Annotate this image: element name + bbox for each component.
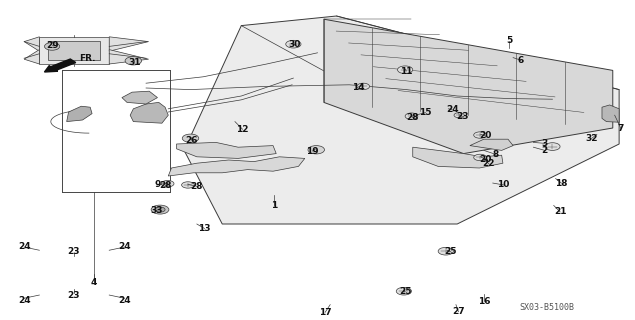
Circle shape [454,113,464,118]
Text: 12: 12 [236,125,249,134]
FancyArrow shape [44,59,76,72]
Polygon shape [177,142,276,158]
Text: 30: 30 [288,40,301,49]
Text: 17: 17 [319,308,331,317]
Text: 4: 4 [91,278,97,287]
Circle shape [151,205,169,214]
Text: 13: 13 [198,224,211,233]
Text: 24: 24 [18,296,30,305]
Circle shape [182,182,194,188]
Text: 32: 32 [585,134,598,143]
Text: 25: 25 [399,287,411,296]
Text: SX03-B5100B: SX03-B5100B [520,303,575,312]
Polygon shape [184,16,619,224]
Circle shape [545,143,560,150]
Text: 11: 11 [400,67,413,76]
Polygon shape [48,41,100,60]
Text: 18: 18 [555,179,568,188]
Text: 24: 24 [18,242,30,251]
Text: 29: 29 [46,41,59,50]
Polygon shape [470,139,513,150]
Polygon shape [39,37,109,64]
Text: 33: 33 [150,206,163,215]
Text: 27: 27 [452,307,465,316]
Text: 31: 31 [128,58,141,67]
Polygon shape [324,19,613,154]
Circle shape [474,154,486,161]
Text: 26: 26 [185,136,198,145]
Circle shape [155,207,165,212]
Polygon shape [130,102,168,123]
Circle shape [125,57,142,65]
Polygon shape [602,105,619,122]
Circle shape [396,287,411,295]
Text: 2: 2 [542,146,548,155]
Polygon shape [122,91,157,104]
Polygon shape [109,50,149,64]
Text: 3: 3 [542,139,548,148]
Text: 16: 16 [478,297,490,306]
Text: 19: 19 [306,147,319,156]
Circle shape [182,134,199,142]
Text: 5: 5 [506,36,512,45]
Text: 25: 25 [444,247,457,256]
Text: 28: 28 [159,181,171,190]
Text: 6: 6 [518,56,524,65]
Text: 20: 20 [479,131,491,140]
Text: 24: 24 [118,242,131,251]
Text: 20: 20 [479,155,491,164]
Text: 23: 23 [67,291,80,300]
Text: 23: 23 [456,112,469,121]
Polygon shape [168,157,305,176]
Circle shape [405,113,418,119]
Polygon shape [24,50,39,64]
Text: 24: 24 [118,296,131,305]
Polygon shape [413,147,503,168]
Circle shape [161,180,174,187]
Circle shape [438,247,453,255]
Text: FR.: FR. [79,54,96,63]
Polygon shape [109,37,149,51]
Text: 15: 15 [419,108,432,117]
Text: 1: 1 [271,201,277,210]
Text: 10: 10 [497,180,510,189]
Text: 28: 28 [190,182,203,191]
Polygon shape [67,106,92,122]
Text: 14: 14 [352,83,364,92]
Text: 23: 23 [67,247,80,256]
Text: 28: 28 [406,113,419,122]
Text: 9: 9 [154,180,161,189]
Circle shape [44,43,60,50]
Text: 8: 8 [492,150,498,159]
Circle shape [308,146,324,154]
Circle shape [474,132,486,138]
Text: 22: 22 [483,159,495,168]
Text: 24: 24 [446,105,458,114]
Polygon shape [24,37,39,51]
Circle shape [398,66,413,74]
Circle shape [286,40,301,48]
Circle shape [357,83,370,90]
Text: 21: 21 [554,207,566,216]
Text: 7: 7 [618,124,624,133]
